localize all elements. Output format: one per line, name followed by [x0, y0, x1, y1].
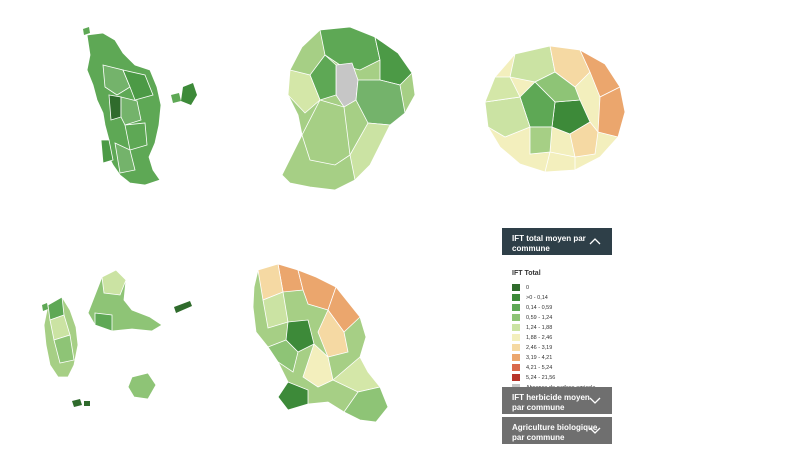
legend-label: 2,46 - 3,19: [526, 344, 553, 351]
ift-herbicide-panel-header[interactable]: IFT herbicide moyen par commune: [502, 387, 612, 414]
legend-swatch: [512, 344, 520, 351]
map-la-reunion[interactable]: [480, 42, 630, 177]
legend-swatch: [512, 294, 520, 301]
chevron-down-icon[interactable]: [588, 425, 602, 435]
legend-swatch: [512, 324, 520, 331]
agriculture-bio-panel-header[interactable]: Agriculture biologique par commune: [502, 417, 612, 444]
legend-swatch: [512, 304, 520, 311]
legend-item: 3,19 - 4,21: [512, 353, 622, 362]
legend-item: 0,59 - 1,24: [512, 313, 622, 322]
legend-label: 1,24 - 1,88: [526, 324, 553, 331]
legend-item: 4,21 - 5,24: [512, 363, 622, 372]
legend-label: >0 - 0,14: [526, 294, 548, 301]
legend-label: 1,88 - 2,46: [526, 334, 553, 341]
legend-item: 2,46 - 3,19: [512, 343, 622, 352]
panel-title: IFT total moyen par commune: [512, 234, 586, 253]
panel-title: IFT herbicide moyen par commune: [512, 393, 590, 412]
legend-item: >0 - 0,14: [512, 293, 622, 302]
map-mayotte[interactable]: [75, 25, 205, 190]
legend-item: 0: [512, 283, 622, 292]
islet[interactable]: [171, 93, 181, 103]
legend-swatch: [512, 284, 520, 291]
legend-label: 0,14 - 0,59: [526, 304, 553, 311]
islet[interactable]: [84, 401, 90, 406]
chevron-up-icon[interactable]: [588, 236, 602, 246]
map-martinique[interactable]: [248, 262, 398, 432]
panel-title: Agriculture biologique par commune: [512, 423, 598, 442]
islet[interactable]: [181, 83, 197, 105]
legend-item: 5,24 - 21,56: [512, 373, 622, 382]
islet[interactable]: [42, 303, 48, 311]
legend-label: 5,24 - 21,56: [526, 374, 556, 381]
island-marie-galante[interactable]: [127, 372, 157, 400]
chevron-down-icon[interactable]: [588, 395, 602, 405]
map-guadeloupe[interactable]: [40, 265, 200, 415]
legend-swatch: [512, 334, 520, 341]
islet[interactable]: [72, 399, 82, 407]
legend-label: 4,21 - 5,24: [526, 364, 553, 371]
legend-swatch: [512, 374, 520, 381]
legend-swatch: [512, 314, 520, 321]
legend-item: 0,14 - 0,59: [512, 303, 622, 312]
legend-label: 0: [526, 284, 530, 291]
legend-swatch: [512, 354, 520, 361]
legend-label: 0,59 - 1,24: [526, 314, 553, 321]
ift-total-panel-header[interactable]: IFT total moyen par commune: [502, 228, 612, 255]
legend-item: 1,88 - 2,46: [512, 333, 622, 342]
islet[interactable]: [174, 301, 192, 313]
legend-swatch: [512, 364, 520, 371]
legend: IFT Total 0 >0 - 0,14 0,14 - 0,59 0,59 - 1,…: [512, 270, 622, 393]
map-guyane[interactable]: [280, 25, 420, 195]
legend-item: 1,24 - 1,88: [512, 323, 622, 332]
legend-title: IFT Total: [512, 270, 541, 277]
legend-label: 3,19 - 4,21: [526, 354, 553, 361]
islet[interactable]: [83, 27, 90, 35]
